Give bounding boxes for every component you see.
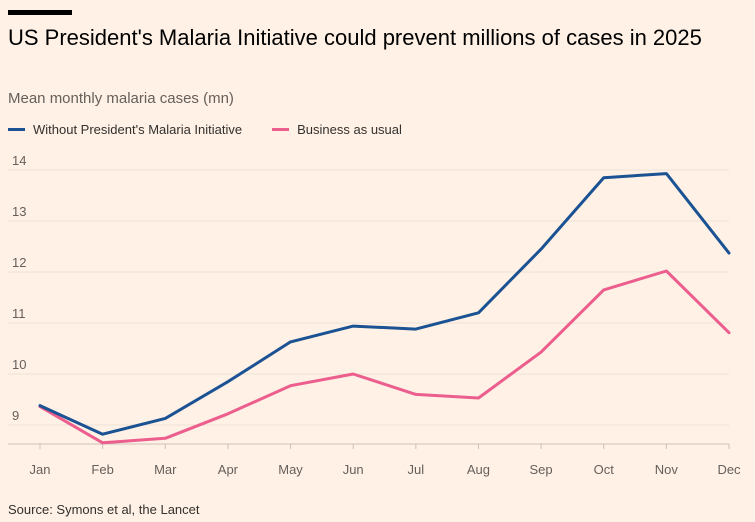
chart-title: US President's Malaria Initiative could … [8, 25, 702, 50]
x-tick-label: Sep [530, 462, 553, 477]
legend-swatch-without-pmi [8, 128, 25, 131]
source-note: Source: Symons et al, the Lancet [8, 502, 200, 517]
x-tick-label: May [278, 462, 303, 477]
x-tick-label: Feb [91, 462, 113, 477]
legend-label-without-pmi: Without President's Malaria Initiative [33, 122, 243, 137]
series-line-business-as-usual [38, 269, 731, 445]
series-line-without-pmi [38, 172, 731, 436]
x-tick-label: Jan [30, 462, 51, 477]
legend: Without President's Malaria Initiative B… [8, 122, 432, 137]
x-tick-label: Apr [218, 462, 239, 477]
chart-subtitle: Mean monthly malaria cases (mn) [8, 90, 234, 107]
x-tick-label: Oct [594, 462, 615, 477]
x-tick-label: Jul [408, 462, 425, 477]
legend-item-without-pmi: Without President's Malaria Initiative [8, 122, 242, 137]
x-tick-label: Dec [717, 462, 741, 477]
x-tick-label: Aug [467, 462, 490, 477]
y-tick-label: 10 [12, 357, 26, 372]
x-tick-label: Nov [655, 462, 679, 477]
legend-swatch-business-as-usual [272, 128, 290, 131]
y-tick-label: 12 [12, 255, 26, 270]
legend-item-business-as-usual: Business as usual [272, 122, 402, 137]
legend-label-business-as-usual: Business as usual [297, 122, 402, 137]
top-rule [8, 10, 72, 15]
y-tick-label: 9 [12, 408, 19, 423]
y-tick-label: 11 [12, 306, 26, 321]
y-tick-label: 13 [12, 204, 26, 219]
x-tick-label: Mar [154, 462, 177, 477]
x-tick-label: Jun [343, 462, 364, 477]
y-tick-label: 14 [12, 153, 26, 168]
